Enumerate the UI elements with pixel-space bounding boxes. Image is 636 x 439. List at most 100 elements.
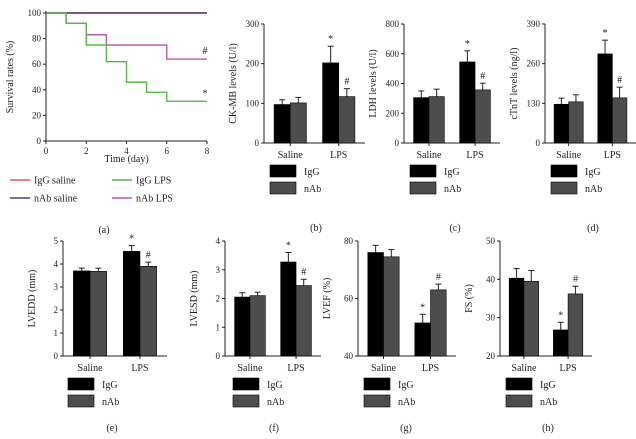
y-tick-label: 130 [527,98,541,108]
y-axis-title: CK-MB levels (U/l) [228,43,239,124]
legend-label: nAb [398,397,415,408]
legend-swatch [67,377,95,391]
panel-label: (b) [310,223,322,234]
y-tick-label: 0 [255,138,260,148]
bar [428,96,445,144]
y-tick-label: 80 [344,236,354,246]
y-tick-label: 60 [344,294,354,304]
category-label: Saline [278,150,304,161]
y-tick-label: 300 [246,19,260,29]
legend-swatch [505,377,533,391]
bar [234,296,251,357]
bar [430,289,447,357]
y-tick-label: 0 [536,138,541,148]
survival-line [46,12,207,60]
y-tick-label: 40 [344,351,354,361]
legend-label: IgG [102,380,118,391]
y-tick-label: 3 [54,282,59,292]
x-tick-label: 8 [205,146,210,156]
bar-chart-b: 0 100 200 300 CK-MB levels (U/l) Saline LPS * # I… [228,19,365,234]
x-axis-title: Time (day) [104,154,148,165]
y-axis-title: LVEDD (mm) [27,270,38,328]
bar [459,61,476,144]
significance-mark: # [573,274,578,285]
bar [89,271,107,357]
legend-label: IgG [585,167,601,178]
legend-label: nAb [267,397,284,408]
legend-swatch [269,164,297,178]
y-tick-label: 2 [216,294,221,304]
y-axis-title: cTnT levels (ng/l) [509,47,520,119]
bar [367,252,384,357]
panel-label: (f) [269,423,279,434]
bar-chart-g: 40 60 80 LVEF (%) Saline LPS * # IgG nAb (g) [322,236,456,434]
legend-label: IgG [540,380,556,391]
y-tick-label: 40 [486,274,496,284]
legend-swatch [232,394,260,408]
bar [597,53,613,144]
category-label: Saline [78,363,104,374]
legend-swatch [409,181,437,195]
legend-swatch [550,181,578,195]
category-label: Saline [556,150,582,161]
significance-mark: # [617,75,622,86]
y-axis-title: Survival rates (%) [5,41,16,114]
legend-label: nAb [102,397,119,408]
category-label: LPS [287,363,304,374]
legend-swatch [363,394,391,408]
bar [139,265,157,357]
significance-mark: # [146,250,151,261]
y-tick-label: 200 [246,59,260,69]
panel-label: (c) [449,223,460,234]
category-label: LPS [604,150,621,161]
y-tick-label: 80 [32,34,42,44]
x-tick-label: 0 [44,146,49,156]
y-tick-label: 1 [216,322,221,332]
legend-swatch [232,377,260,391]
bar [73,270,91,357]
bar [280,261,297,357]
significance-mark: * [129,234,134,245]
bar-chart-e: 0 1 2 3 4 5 LVEDD (mm) Saline LPS * # IgG nAb (e) [27,234,167,434]
legend-label: IgG LPS [136,176,171,187]
y-tick-label: 40 [32,85,42,95]
legend-swatch [363,377,391,391]
bar [295,285,312,357]
legend-label: nAb [304,184,321,195]
y-tick-label: 100 [246,98,260,108]
significance-mark: * [465,39,470,50]
y-tick-label: 1 [54,328,59,338]
bar [338,96,356,144]
bar [322,62,340,144]
significance-mark: * [603,28,608,39]
y-tick-label: 0 [54,351,59,361]
panel-label: (a) [98,225,109,236]
category-label: LPS [466,150,483,161]
category-label: Saline [416,150,442,161]
x-tick-label: 6 [165,146,170,156]
y-tick-label: 20 [32,110,42,120]
legend-label: nAb LPS [136,194,173,205]
legend-swatch [505,394,533,408]
bar [523,280,539,357]
significance-mark: * [286,241,291,252]
y-tick-label: 60 [32,59,42,69]
category-label: LPS [330,150,347,161]
bar [568,101,584,144]
bar [249,295,266,357]
significance-mark: # [301,267,306,278]
y-tick-label: 30 [486,313,496,323]
significance-mark: * [202,88,207,99]
legend-swatch [269,181,297,195]
x-tick-label: 4 [124,146,129,156]
significance-mark: # [480,71,485,82]
legend-label: nAb [444,184,461,195]
category-label: Saline [237,363,263,374]
legend-label: IgG [398,380,414,391]
bar [567,293,584,357]
category-label: LPS [559,363,576,374]
bar [474,89,491,144]
bar [273,104,291,144]
significance-mark: * [558,310,563,321]
